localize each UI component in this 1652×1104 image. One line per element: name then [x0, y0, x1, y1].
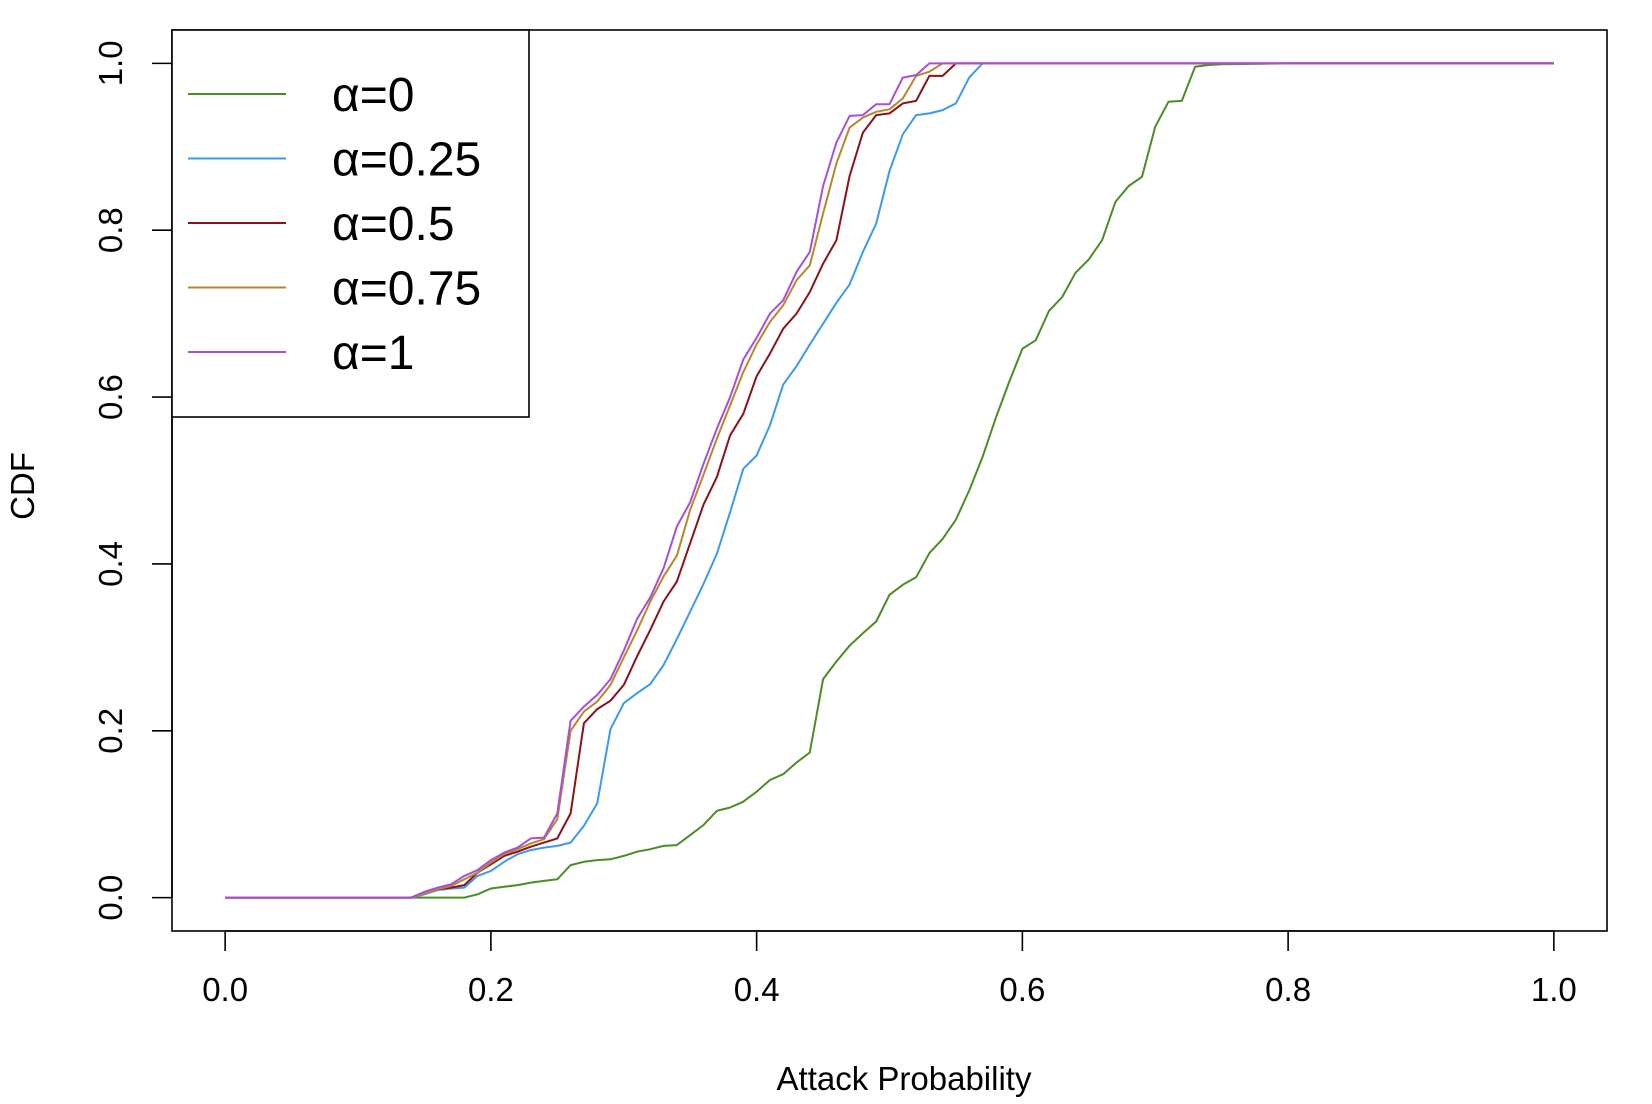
x-tick-label: 0.8 [1265, 971, 1311, 1008]
legend-label-0: α=0 [332, 69, 414, 122]
y-tick-label: 0.6 [92, 374, 129, 420]
x-tick-label: 0.4 [734, 971, 780, 1008]
x-tick-label: 0.2 [468, 971, 514, 1008]
y-axis: 0.0 0.2 0.4 0.6 0.8 1.0 [92, 40, 173, 921]
legend-label-3: α=0.75 [332, 263, 481, 316]
legend: α=0 α=0.25 α=0.5 α=0.75 α=1 [171, 29, 530, 418]
y-tick-label: 0.8 [92, 207, 129, 253]
y-tick-label: 0.4 [92, 541, 129, 587]
series-line-2 [225, 62, 1554, 899]
y-tick-label: 0.2 [92, 708, 129, 754]
legend-label-4: α=1 [332, 327, 414, 380]
y-tick-label: 1.0 [92, 40, 129, 86]
series-line-1 [225, 62, 1554, 899]
series-line-3 [225, 62, 1554, 899]
x-tick-label: 1.0 [1531, 971, 1577, 1008]
series-line-0 [225, 62, 1554, 899]
y-axis-label: CDF [4, 452, 41, 520]
legend-label-2: α=0.5 [332, 198, 455, 251]
x-tick-label: 0.6 [999, 971, 1045, 1008]
x-axis-label: Attack Probability [777, 1060, 1032, 1097]
series-line-4 [225, 62, 1554, 899]
x-axis: 0.0 0.2 0.4 0.6 0.8 1.0 [202, 930, 1577, 1008]
x-tick-label: 0.0 [202, 971, 248, 1008]
legend-label-1: α=0.25 [332, 134, 481, 187]
y-tick-label: 0.0 [92, 875, 129, 921]
series-layer [225, 62, 1554, 899]
